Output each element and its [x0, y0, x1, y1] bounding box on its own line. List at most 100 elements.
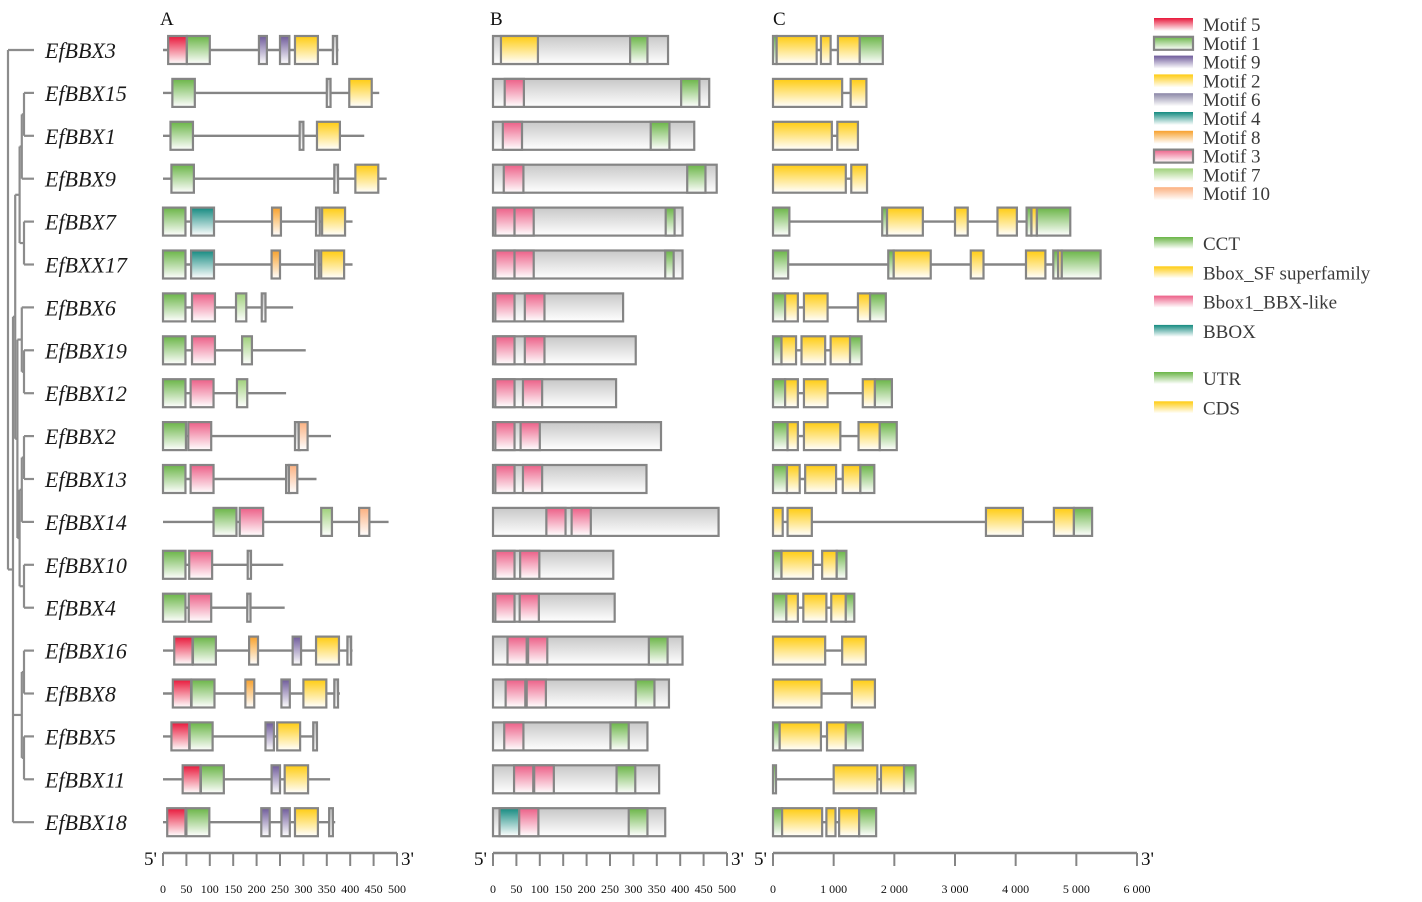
domain-bbox1: [525, 678, 547, 709]
motif-m1: [161, 335, 187, 366]
panel-a-motifs: A: [160, 9, 389, 838]
tick-label: 200: [248, 882, 266, 896]
tick-label: 250: [271, 882, 289, 896]
exon-utr: [771, 206, 791, 237]
exon-cds: [969, 249, 985, 280]
legend-swatch: [1154, 187, 1193, 201]
exon-cds: [784, 292, 799, 323]
legend-swatch: [1154, 237, 1193, 249]
exon-cds: [802, 592, 828, 623]
gene-label: EfBBX5: [44, 724, 116, 749]
motif-m4: [189, 206, 216, 237]
domain-bbox1: [494, 249, 516, 280]
domain-bbox1: [518, 807, 540, 838]
motif-m2: [283, 764, 310, 795]
domain-cct: [664, 206, 676, 237]
protein-bar: [491, 463, 648, 495]
tick-label: 4 000: [1002, 882, 1029, 896]
gene-label: EfBBX6: [44, 295, 116, 320]
gene-label: EfBBX14: [44, 510, 127, 535]
domain-bbox1: [494, 592, 516, 623]
exon-cds: [836, 34, 861, 66]
motif-m5: [171, 678, 193, 709]
exon-cds: [850, 678, 877, 709]
motif-m1: [185, 34, 211, 66]
legend-label: Motif 4: [1203, 109, 1261, 130]
tick-label: 100: [201, 882, 219, 896]
motif-small: [333, 163, 340, 194]
motif-small: [331, 34, 339, 66]
exon-utr: [771, 249, 790, 280]
exon-cds: [996, 206, 1018, 237]
motif-m2: [276, 721, 302, 752]
motif-small: [246, 549, 253, 580]
exon-utr: [771, 764, 778, 795]
legend-swatch: [1154, 130, 1193, 144]
exon-cds: [785, 463, 801, 495]
tick-label: 200: [578, 882, 596, 896]
domain-bbox1: [521, 463, 544, 495]
motif-m7: [240, 335, 254, 366]
gene-label: EfBBX15: [44, 81, 127, 106]
motif-m3: [238, 506, 265, 537]
gene-label: EfBBX19: [44, 338, 127, 363]
motif-m9: [278, 34, 291, 66]
domain-bbox1: [513, 206, 535, 237]
legend-swatch: [1154, 18, 1193, 31]
exon-utr: [771, 807, 784, 838]
protein-bar: [491, 549, 615, 580]
motif-small: [314, 249, 320, 280]
motif-m3: [187, 592, 213, 623]
motif-m8: [244, 678, 256, 709]
domain-bbox1: [494, 378, 516, 409]
domain-bbox1: [504, 678, 527, 709]
domain-bbox1: [494, 292, 516, 323]
legend-label: UTR: [1203, 369, 1241, 390]
motif-m8: [248, 635, 260, 666]
domain-bbox1: [545, 506, 567, 537]
tick-label: 150: [224, 882, 242, 896]
panel-c-gene-structure: C: [771, 9, 1102, 838]
exon-cds: [802, 378, 829, 409]
motif-m1: [161, 549, 187, 580]
five-prime-label: 5': [474, 849, 487, 870]
motif-m7: [235, 378, 249, 409]
motif-m2: [314, 635, 341, 666]
exon-cds: [804, 463, 838, 495]
protein-bar: [491, 163, 718, 194]
motif-m9: [257, 34, 268, 66]
tick-label: 0: [770, 882, 776, 896]
five-prime-label: 5': [754, 849, 767, 870]
exon-utr: [848, 335, 863, 366]
legend-label: Motif 1: [1203, 34, 1261, 55]
exon-cds: [885, 206, 924, 237]
motif-m1: [199, 764, 225, 795]
tick-label: 500: [388, 882, 406, 896]
motif-m10: [287, 463, 299, 495]
motif-m10: [357, 506, 371, 537]
three-prime-label: 3': [731, 849, 744, 870]
protein-bar: [491, 335, 637, 366]
domain-bbox1: [570, 506, 592, 537]
motif-m1: [188, 721, 214, 752]
motif-m2: [354, 163, 380, 194]
exon-cds: [771, 163, 847, 194]
exon-cds: [825, 721, 847, 752]
motif-m9: [280, 678, 291, 709]
domain-bbox1: [494, 335, 516, 366]
exon-utr: [771, 592, 788, 623]
exon-cds: [841, 463, 862, 495]
motif-m5: [167, 34, 188, 66]
motif-m9: [264, 721, 276, 752]
exon-cds: [832, 764, 879, 795]
domain-bbox1: [523, 335, 546, 366]
motif-m5: [166, 807, 187, 838]
tick-label: 450: [695, 882, 713, 896]
motif-m1: [161, 592, 187, 623]
tick-label: 0: [490, 882, 496, 896]
legend-label: CDS: [1203, 398, 1240, 419]
tick-label: 400: [341, 882, 359, 896]
tick-label: 50: [180, 882, 192, 896]
exon-cds: [953, 206, 969, 237]
